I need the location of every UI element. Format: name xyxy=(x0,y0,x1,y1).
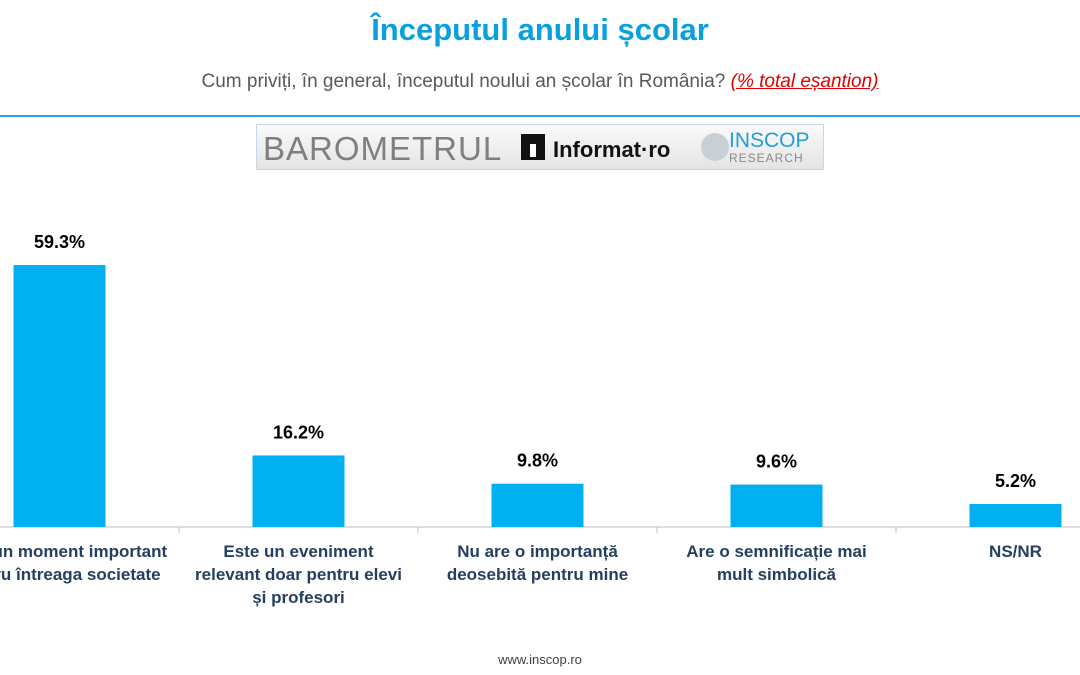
logo-banner: BAROMETRUL Informat·ro INSCOP RESEARCH xyxy=(256,124,824,170)
bar xyxy=(491,483,584,527)
subtitle-text: Cum priviți, în general, începutul noulu… xyxy=(201,71,726,92)
subtitle-note: (% total eșantion) xyxy=(730,71,879,92)
logo-text: BAROMETRUL xyxy=(263,130,503,167)
logo-icon xyxy=(701,133,729,161)
data-label: 9.8% xyxy=(517,451,558,471)
x-tick-label: Este un moment important pentru întreaga… xyxy=(0,542,168,584)
data-label: 5.2% xyxy=(995,471,1036,491)
x-tick-label: Are o semnificație mai mult simbolică xyxy=(686,542,867,584)
source: www.inscop.ro xyxy=(498,652,582,667)
x-tick-label: NS/NR xyxy=(989,542,1042,561)
bar xyxy=(13,265,106,527)
data-label: 16.2% xyxy=(273,422,324,442)
bar xyxy=(730,484,823,527)
logo-text: INSCOP xyxy=(729,129,810,152)
x-tick-label: Este un eveniment relevant doar pentru e… xyxy=(195,542,402,607)
data-label: 9.6% xyxy=(756,452,797,472)
data-label: 59.3% xyxy=(34,232,85,252)
subtitle: Cum priviți, în general, începutul noulu… xyxy=(0,71,1080,93)
x-tick-label: Nu are o importanță deosebită pentru min… xyxy=(446,542,629,584)
bar xyxy=(252,455,345,527)
logo-text: RESEARCH xyxy=(729,151,804,165)
chart-title: Începutul anului școlar xyxy=(371,12,709,47)
logo-text: Informat·ro xyxy=(553,137,671,162)
logo-icon xyxy=(521,134,545,160)
bar xyxy=(969,504,1062,527)
